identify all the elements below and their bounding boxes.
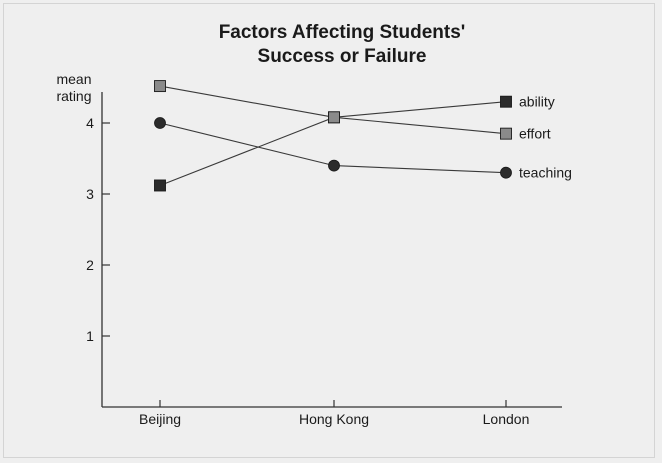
- y-axis-label-line-1: mean: [56, 71, 91, 87]
- chart-title-line-1: Factors Affecting Students': [219, 22, 466, 43]
- data-point-teaching: [500, 166, 512, 179]
- y-tick-label: 2: [86, 257, 94, 273]
- data-point-effort: [500, 127, 512, 140]
- series-label-ability: ability: [519, 94, 555, 110]
- series-markers: [154, 80, 512, 192]
- chart-title-line-2: Success or Failure: [258, 46, 427, 67]
- chart-title: Factors Affecting Students' Success or F…: [219, 22, 466, 67]
- chart-frame: [3, 3, 655, 458]
- data-point-ability: [500, 95, 512, 108]
- y-tick-label: 1: [86, 328, 94, 344]
- data-point-effort: [328, 111, 340, 124]
- data-point-teaching: [154, 117, 166, 129]
- series-labels: ability effort teaching: [519, 94, 572, 181]
- series-label-teaching: teaching: [519, 165, 572, 181]
- y-tick-label: 3: [86, 186, 94, 202]
- x-tick-label: London: [483, 411, 530, 427]
- series-line-effort: [159, 85, 507, 135]
- y-axis-label-line-2: rating: [56, 88, 91, 104]
- x-axis-ticks: Beijing Hong Kong London: [139, 400, 529, 427]
- data-point-effort: [154, 80, 166, 93]
- x-tick-label: Hong Kong: [299, 411, 369, 427]
- y-axis-ticks: 1 2 3 4: [86, 115, 110, 344]
- data-point-teaching: [328, 159, 340, 172]
- y-axis-label: mean rating: [56, 71, 91, 104]
- y-tick-label: 4: [86, 115, 94, 131]
- x-tick-label: Beijing: [139, 411, 181, 427]
- data-point-ability: [154, 179, 166, 192]
- series-label-effort: effort: [519, 126, 551, 142]
